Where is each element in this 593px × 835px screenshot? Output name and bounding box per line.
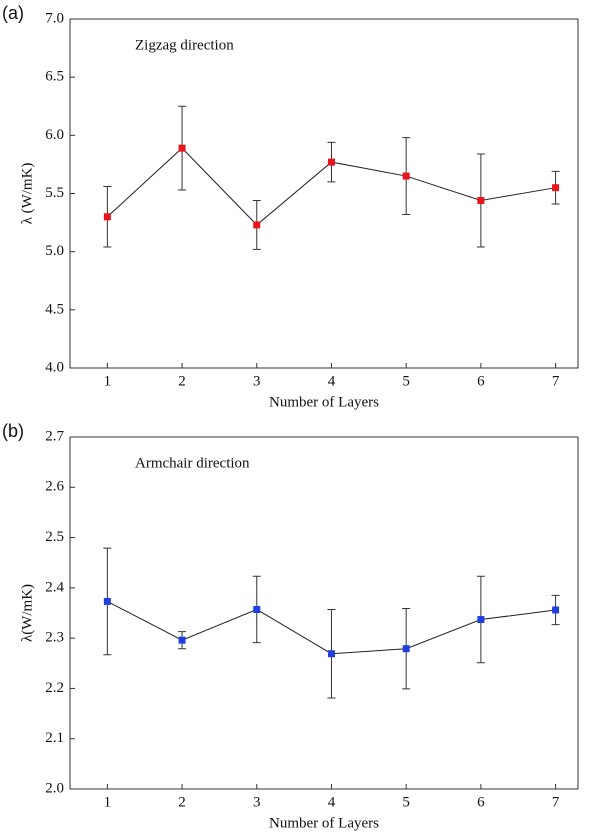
y-tick-label: 6.5 — [45, 69, 64, 85]
y-tick-label: 2.2 — [45, 680, 64, 696]
y-tick-label: 2.1 — [45, 730, 64, 746]
data-point — [103, 213, 111, 221]
data-point — [253, 605, 261, 613]
annotation: Zigzag direction — [135, 37, 234, 53]
y-tick-label: 2.5 — [45, 529, 64, 545]
y-tick-label: 7.0 — [45, 10, 64, 26]
y-tick-label: 2.4 — [45, 579, 64, 595]
y-tick-label: 4.0 — [45, 359, 64, 375]
data-point — [327, 158, 335, 166]
data-point — [552, 184, 560, 192]
data-point — [477, 616, 485, 624]
data-point — [552, 606, 560, 614]
plot-frame — [69, 18, 579, 369]
x-tick-label: 2 — [178, 794, 186, 810]
x-tick-label: 5 — [402, 373, 410, 389]
data-point — [178, 144, 186, 152]
x-tick-label: 6 — [477, 794, 485, 810]
y-tick-label: 6.0 — [45, 127, 64, 143]
x-tick-label: 7 — [552, 794, 560, 810]
annotation: Armchair direction — [135, 455, 250, 471]
y-tick-label: 2.3 — [45, 630, 64, 646]
y-tick-label: 5.0 — [45, 243, 64, 259]
x-tick-label: 1 — [104, 373, 112, 389]
panel-label: (b) — [2, 421, 24, 441]
y-tick-label: 2.7 — [45, 428, 64, 444]
data-point — [103, 597, 111, 605]
data-point — [477, 196, 485, 204]
data-point — [327, 650, 335, 658]
data-point — [402, 645, 410, 653]
x-tick-label: 7 — [552, 373, 560, 389]
x-tick-label: 4 — [328, 373, 336, 389]
y-tick-label: 5.5 — [45, 185, 64, 201]
x-tick-label: 4 — [328, 794, 336, 810]
x-tick-label: 3 — [253, 373, 261, 389]
x-axis-label: Number of Layers — [269, 815, 379, 831]
y-tick-label: 2.0 — [45, 780, 64, 796]
y-axis-label: λ(W/mK) — [19, 584, 35, 642]
data-point — [402, 172, 410, 180]
x-axis-label: Number of Layers — [269, 394, 379, 410]
x-tick-label: 1 — [104, 794, 112, 810]
panel-label: (a) — [2, 3, 24, 23]
y-tick-label: 4.5 — [45, 301, 64, 317]
x-tick-label: 6 — [477, 373, 485, 389]
y-axis-label: λ (W/mK) — [19, 163, 35, 225]
x-tick-label: 3 — [253, 794, 261, 810]
y-tick-label: 2.6 — [45, 479, 64, 495]
x-tick-label: 5 — [402, 794, 410, 810]
data-point — [178, 636, 186, 644]
plot-frame — [69, 436, 579, 790]
x-tick-label: 2 — [178, 373, 186, 389]
data-point — [253, 221, 261, 229]
